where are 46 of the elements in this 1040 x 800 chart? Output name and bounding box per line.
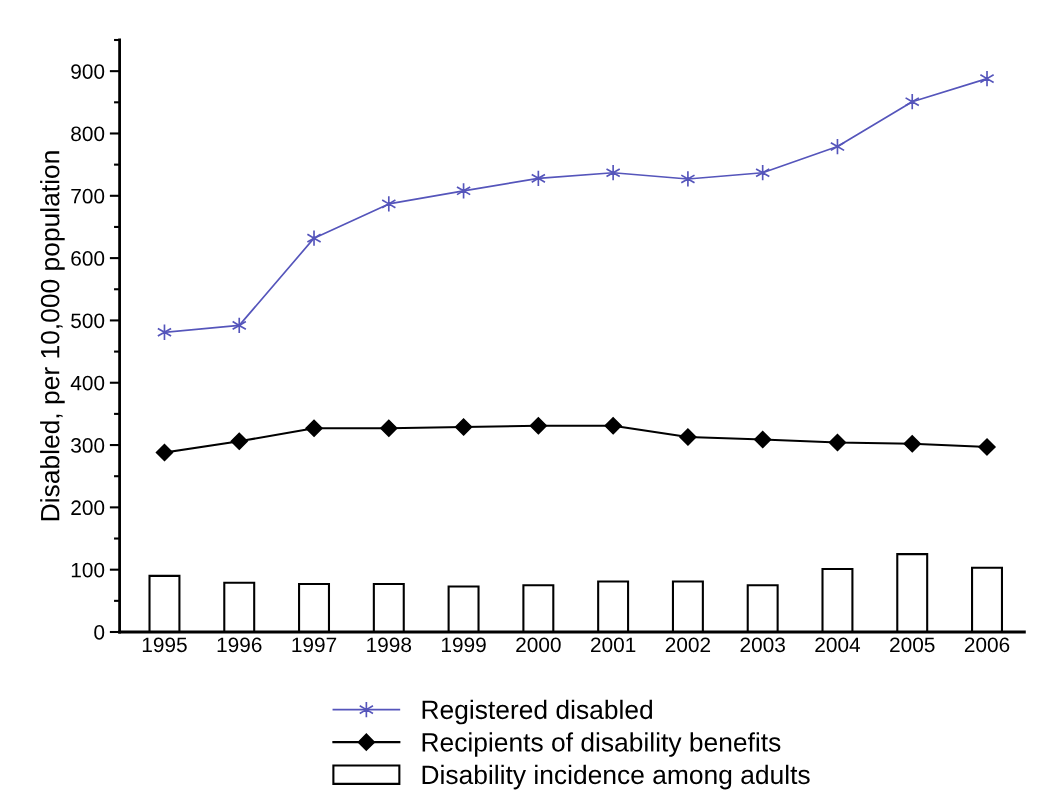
point	[978, 438, 996, 456]
legend-label: Registered disabled	[422, 699, 653, 725]
point	[454, 418, 473, 436]
y-tick-label: 100	[71, 562, 105, 578]
y-axis-title: Disabled, per 10,000 population	[40, 151, 65, 521]
point	[605, 164, 621, 182]
point	[529, 417, 548, 435]
x-tick-label: 2005	[890, 637, 935, 653]
x-tick-label: 2004	[815, 637, 861, 653]
x-tick-label: 1995	[142, 637, 187, 653]
y-tick-label: 500	[71, 313, 105, 329]
y-tick-label: 800	[71, 126, 105, 142]
y-tick-label: 900	[71, 64, 105, 79]
point	[680, 170, 696, 188]
point	[904, 93, 920, 111]
point	[753, 430, 772, 449]
x-tick-label: 2006	[964, 637, 1010, 653]
legend-label: Recipients of disability benefits	[422, 732, 781, 757]
x-tick-label: 2000	[516, 637, 561, 653]
y-tick-label: 0	[94, 625, 105, 640]
x-tick-label: 1997	[292, 637, 337, 653]
point	[305, 419, 323, 437]
point	[828, 433, 847, 452]
x-tick-label: 1996	[217, 637, 262, 653]
point	[381, 195, 397, 213]
x-tick-label: 1998	[367, 637, 412, 653]
x-tick-label: 1999	[441, 637, 486, 653]
y-tick-label: 300	[71, 438, 105, 453]
y-tick-label: 200	[71, 500, 105, 516]
point	[679, 428, 697, 446]
point	[230, 432, 248, 451]
point	[155, 443, 174, 462]
point	[755, 164, 771, 182]
point	[306, 229, 322, 247]
point	[231, 316, 247, 334]
point	[903, 435, 921, 453]
x-tick-label: 2003	[740, 637, 785, 653]
y-tick-label: 400	[70, 375, 105, 391]
y-tick-label: 600	[71, 251, 105, 266]
x-tick-label: 2002	[665, 637, 711, 653]
point	[979, 70, 995, 88]
point	[380, 419, 398, 437]
y-tick-label: 700	[71, 188, 105, 204]
x-tick-label: 2001	[591, 637, 636, 653]
point	[604, 417, 622, 435]
legend-label: Disability incidence among adults	[422, 764, 810, 790]
